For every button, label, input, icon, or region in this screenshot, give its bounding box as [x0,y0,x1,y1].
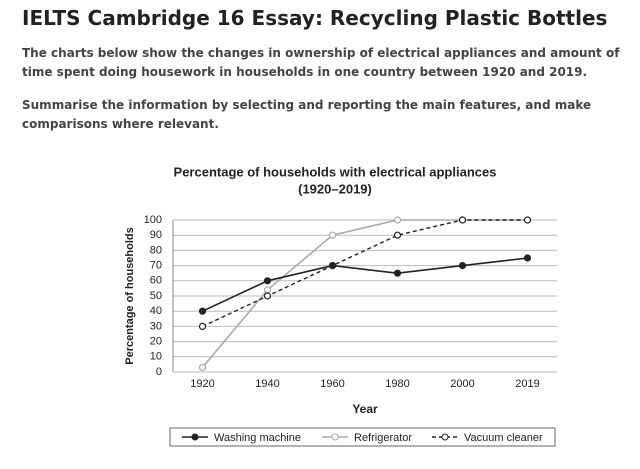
data-point [328,261,337,270]
data-point [263,292,272,300]
data-point [198,322,207,330]
x-tick-label: 1940 [255,378,279,390]
chart-subtitle: (1920–2019) [298,181,372,196]
data-point [263,277,272,285]
y-tick-label: 50 [150,290,162,302]
data-point [523,254,532,262]
data-point [458,216,467,224]
legend-label: Washing machine [214,432,301,444]
y-tick-label: 60 [150,275,162,287]
data-point [393,231,402,239]
y-tick-label: 0 [156,366,162,378]
legend-marker [441,433,449,441]
chart-title: Percentage of households with electrical… [174,164,497,179]
chart: Percentage of households with electrical… [124,164,557,447]
y-tick-label: 40 [150,305,162,317]
series-line [201,219,528,368]
y-axis-label: Percentage of households [124,227,136,365]
data-point [198,307,207,315]
x-axis-label: Year [352,402,378,416]
legend-box [169,427,556,447]
paragraph: The charts below show the changes in own… [22,46,620,79]
legend-label: Vacuum cleaner [464,432,543,444]
legend-marker [191,433,199,441]
legend-marker [331,433,339,441]
y-tick-label: 100 [144,214,162,226]
page-title: IELTS Cambridge 16 Essay: Recycling Plas… [22,6,608,30]
series-line [202,219,528,328]
y-tick-label: 90 [150,229,162,241]
y-tick-label: 10 [150,351,162,363]
data-point [393,269,402,277]
data-point [393,216,402,224]
x-tick-label: 2000 [450,378,474,390]
paragraph: Summarise the information by selecting a… [22,98,592,131]
data-point [523,216,532,224]
data-point [328,231,337,239]
x-tick-label: 1920 [190,378,214,390]
data-point [198,363,207,372]
data-point [263,286,272,294]
data-point [458,261,467,270]
y-tick-label: 80 [150,244,162,256]
y-tick-label: 70 [150,260,162,272]
series-line [202,257,528,312]
x-tick-label: 1980 [385,378,409,390]
y-tick-label: 30 [150,320,162,332]
x-tick-label: 2019 [515,378,539,390]
x-tick-label: 1960 [320,378,344,390]
y-tick-label: 20 [150,336,162,348]
legend-label: Refrigerator [354,432,412,444]
